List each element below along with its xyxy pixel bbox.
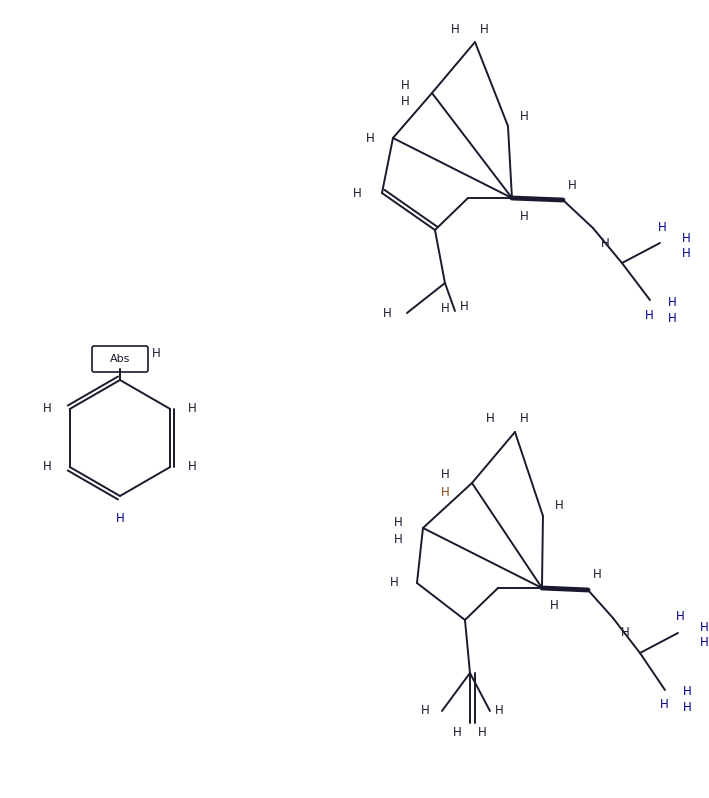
Text: H: H xyxy=(401,94,410,108)
Text: H: H xyxy=(645,309,654,322)
Text: H: H xyxy=(460,299,469,313)
Text: H: H xyxy=(700,622,709,634)
Text: H: H xyxy=(682,247,691,259)
Text: H: H xyxy=(453,726,462,740)
Text: H: H xyxy=(520,109,529,123)
Text: H: H xyxy=(682,231,691,244)
Text: H: H xyxy=(495,705,503,717)
Text: H: H xyxy=(683,701,692,714)
Text: H: H xyxy=(152,346,161,360)
Text: H: H xyxy=(478,726,486,740)
Text: H: H xyxy=(520,413,529,425)
Text: Abs: Abs xyxy=(110,354,130,364)
Text: H: H xyxy=(601,236,610,250)
Text: H: H xyxy=(401,78,410,92)
Text: H: H xyxy=(660,698,669,712)
Text: H: H xyxy=(421,705,430,717)
Text: H: H xyxy=(593,568,602,582)
Text: H: H xyxy=(188,402,197,416)
Text: H: H xyxy=(394,516,403,530)
Text: H: H xyxy=(683,685,692,698)
Text: H: H xyxy=(658,220,666,234)
FancyBboxPatch shape xyxy=(92,346,148,372)
Text: H: H xyxy=(353,187,362,200)
Text: H: H xyxy=(188,460,197,473)
Text: H: H xyxy=(43,402,52,416)
Text: H: H xyxy=(441,487,450,500)
Text: H: H xyxy=(116,512,124,525)
Text: H: H xyxy=(384,306,392,319)
Text: H: H xyxy=(451,22,460,36)
Text: H: H xyxy=(440,302,450,314)
Text: H: H xyxy=(550,599,559,613)
Text: H: H xyxy=(668,311,676,325)
Text: H: H xyxy=(441,468,450,481)
Text: H: H xyxy=(555,500,564,512)
Text: H: H xyxy=(394,534,403,547)
Text: H: H xyxy=(568,179,576,192)
Text: H: H xyxy=(520,210,529,223)
Text: H: H xyxy=(390,576,399,590)
Text: H: H xyxy=(367,132,375,144)
Text: H: H xyxy=(486,413,495,425)
Text: H: H xyxy=(676,610,685,623)
Text: H: H xyxy=(480,22,489,36)
Text: H: H xyxy=(700,637,709,650)
Text: H: H xyxy=(668,295,676,309)
Text: H: H xyxy=(43,460,52,473)
Text: H: H xyxy=(621,626,630,639)
